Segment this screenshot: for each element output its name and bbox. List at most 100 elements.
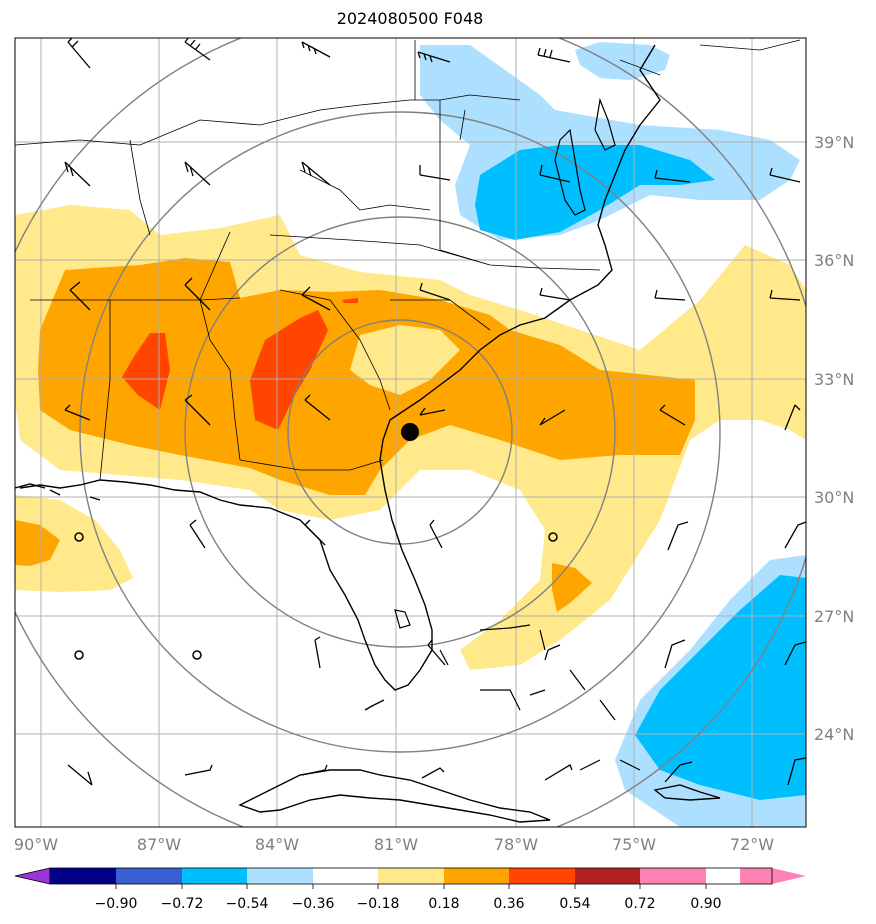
colorbar-segment (313, 868, 378, 884)
wind-barb (667, 521, 689, 551)
calm-wind-circle (548, 532, 558, 542)
longitude-tick-labels: 90°W 87°W 84°W 81°W 78°W 75°W 72°W (14, 835, 774, 854)
wind-barb (184, 764, 213, 776)
wind-barb (544, 644, 561, 661)
wind-barb (539, 287, 571, 301)
colorbar: −0.90 −0.72 −0.54 −0.36 −0.18 0.18 0.36 … (14, 867, 806, 912)
wind-barb (304, 394, 331, 421)
wind-barb (784, 521, 806, 549)
delaware-bay (594, 97, 616, 151)
chesapeake-bay (554, 128, 586, 216)
wind-barb (664, 761, 693, 783)
lon-tick-label: 87°W (137, 835, 181, 854)
wind-barb (654, 289, 686, 301)
blue-region-atlantic (635, 575, 806, 800)
wind-barb (64, 404, 91, 421)
colorbar-tick-label: 0.18 (428, 896, 459, 912)
colorbar-ticks (115, 884, 707, 889)
red-region-georgia (250, 310, 328, 430)
colorbar-tick-label: 0.90 (690, 896, 721, 912)
range-rings (15, 38, 806, 827)
coastlines-borders (15, 39, 801, 823)
orange-region-bahamas (552, 563, 592, 612)
wind-barb (301, 286, 331, 311)
bahamas-islands (394, 609, 641, 771)
wind-barb (67, 764, 93, 786)
colorbar-segment (444, 868, 509, 884)
state-borders (15, 39, 801, 481)
calm-wind-markers (74, 532, 558, 660)
wind-barb (544, 764, 573, 781)
lat-tick-label: 27°N (814, 607, 854, 626)
colorbar-tick-label: −0.72 (161, 896, 204, 912)
lon-tick-label: 81°W (374, 835, 418, 854)
wind-barb (301, 764, 328, 776)
wind-barb (784, 404, 801, 431)
map-frame (14, 37, 807, 828)
blue-region-chesapeake (475, 145, 715, 240)
wind-barb (659, 404, 686, 426)
lat-tick-label: 24°N (814, 725, 854, 744)
wind-barb (69, 281, 91, 311)
lat-tick-label: 30°N (814, 488, 854, 507)
colorbar-segment (509, 868, 575, 884)
red-region-spot (342, 298, 358, 303)
colorbar-segment (50, 868, 116, 884)
wind-barb (537, 47, 571, 63)
lat-tick-label: 33°N (814, 370, 854, 389)
colorbar-segment (575, 868, 640, 884)
wind-barb (67, 38, 91, 69)
colorbar-tick-label: 0.36 (493, 896, 524, 912)
wind-barb (64, 161, 91, 187)
lon-tick-label: 75°W (612, 835, 656, 854)
lon-tick-label: 90°W (14, 835, 58, 854)
lon-tick-label: 72°W (730, 835, 774, 854)
wind-barb (421, 767, 445, 779)
gulf-islands (15, 483, 101, 501)
wind-barb (654, 169, 691, 183)
colorbar-segment (378, 868, 444, 884)
colorbar-tick-label: −0.90 (95, 896, 138, 912)
map-title: 2024080500 F048 (336, 9, 484, 28)
calm-wind-circle (74, 532, 84, 542)
wind-barb (189, 519, 206, 549)
florida-keys (364, 699, 385, 711)
colorbar-outline (49, 867, 773, 885)
atlantic-coastline (19, 44, 661, 691)
lat-tick-label: 39°N (814, 133, 854, 152)
calm-wind-circle (74, 650, 84, 660)
wind-barb (769, 167, 801, 183)
wind-barb (419, 165, 451, 181)
yellow-region-gulf (15, 495, 133, 592)
wind-barb (419, 407, 446, 416)
wind-barb (787, 757, 806, 786)
wind-barb (417, 51, 451, 63)
wind-barb (784, 641, 806, 666)
lat-tick-label: 36°N (814, 251, 854, 270)
wind-barb (664, 639, 686, 669)
lon-tick-label: 78°W (494, 835, 538, 854)
colorbar-segment (247, 868, 313, 884)
yellow-hole-sc (350, 325, 460, 395)
colorbar-segment (640, 868, 706, 884)
wind-barb (184, 161, 211, 186)
lon-tick-label: 84°W (255, 835, 299, 854)
colorbar-tick-label: −0.36 (292, 896, 335, 912)
range-ring-3 (79, 111, 721, 753)
colorbar-tick-label: 0.72 (624, 896, 655, 912)
calm-wind-circle (192, 650, 202, 660)
map-area (15, 38, 806, 827)
colorbar-extend-left (14, 867, 51, 885)
wind-barb (427, 639, 446, 666)
cuba-coastline (238, 769, 551, 823)
station-marker (401, 423, 419, 441)
latitude-tick-labels: 39°N 36°N 33°N 30°N 27°N 24°N (814, 133, 854, 744)
range-ring-2 (184, 216, 616, 648)
colorbar-tick-label: −0.54 (226, 896, 269, 912)
colorbar-segment (182, 868, 247, 884)
wind-barb (539, 164, 571, 183)
orange-region-gulf (15, 520, 60, 566)
wind-barb (301, 161, 331, 186)
wind-barb (184, 38, 211, 61)
colorbar-tick-label: −0.18 (357, 896, 400, 912)
